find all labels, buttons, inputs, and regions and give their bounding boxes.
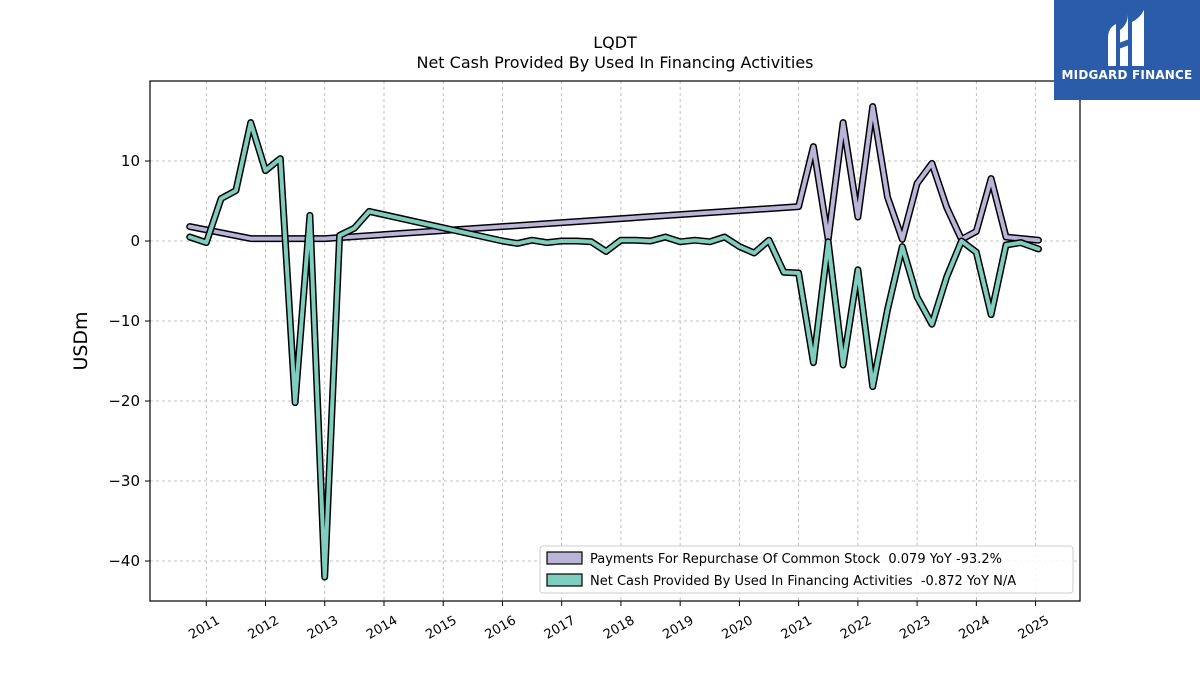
x-tick-label: 2019 [660, 613, 696, 643]
y-tick-label: −10 [108, 312, 140, 330]
brand-logo: MIDGARD FINANCE [1054, 0, 1200, 100]
y-tick-label: −20 [108, 392, 140, 410]
series-line [187, 120, 1041, 579]
y-tick-label: 10 [121, 152, 140, 170]
x-tick-label: 2015 [423, 613, 459, 643]
legend: Payments For Repurchase Of Common Stock … [539, 545, 1074, 594]
x-tick-label: 2017 [542, 613, 578, 643]
x-tick-label: 2011 [186, 613, 222, 643]
chart-title: LQDT [593, 33, 637, 52]
y-tick-label: −40 [108, 552, 140, 570]
x-tick-label: 2022 [838, 613, 874, 643]
logo-mark-icon [1108, 10, 1144, 66]
x-tick-label: 2018 [601, 613, 637, 643]
x-tick-label: 2013 [305, 613, 341, 643]
logo-text: MIDGARD FINANCE [1061, 68, 1193, 82]
x-tick-label: 2021 [779, 613, 815, 643]
plot-frame [149, 80, 1081, 602]
y-tick-label: 0 [130, 232, 140, 250]
x-tick-label: 2012 [246, 613, 282, 643]
series-lines [186, 103, 1042, 581]
x-tick-label: 2025 [1016, 613, 1052, 643]
x-tick-label: 2014 [364, 613, 400, 643]
chart-subtitle: Net Cash Provided By Used In Financing A… [416, 53, 813, 72]
legend-label-repurchase: Payments For Repurchase Of Common Stock … [590, 552, 1002, 567]
x-tick-label: 2020 [720, 613, 756, 643]
legend-swatch-repurchase [546, 551, 583, 565]
legend-box [539, 545, 1074, 594]
y-axis-label: USDm [70, 311, 92, 370]
x-tick-label: 2024 [957, 613, 993, 643]
series-line [187, 104, 1041, 243]
y-tick-label: −30 [108, 472, 140, 490]
x-tick-label: 2016 [483, 613, 519, 643]
x-tick-label: 2023 [897, 613, 933, 643]
legend-swatch-financing [546, 573, 583, 587]
legend-label-financing: Net Cash Provided By Used In Financing A… [590, 574, 1016, 589]
grid [150, 81, 1080, 601]
